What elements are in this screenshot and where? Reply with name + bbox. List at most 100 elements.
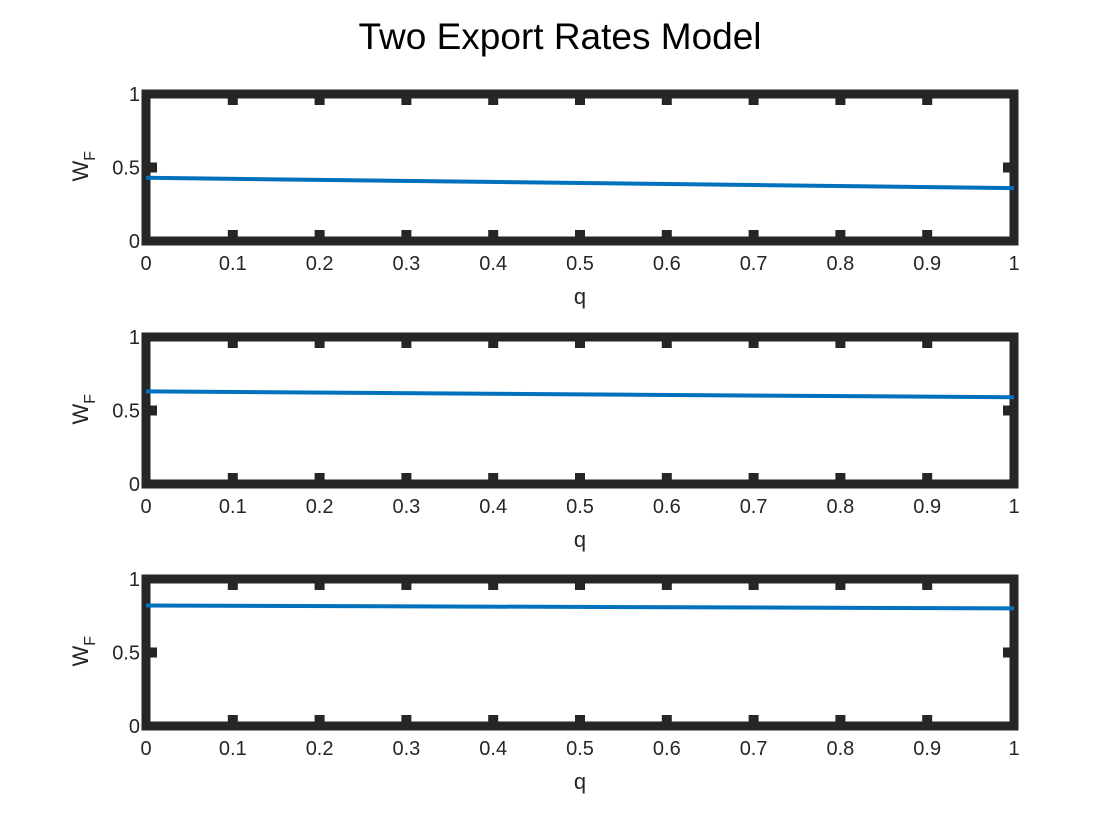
x-tick-label: 0 — [140, 496, 151, 518]
x-tick-mark — [922, 339, 933, 348]
x-tick-mark — [575, 230, 585, 239]
x-tick-mark — [314, 581, 325, 590]
x-tick-mark — [227, 339, 238, 348]
x-tick-label: 0.7 — [740, 738, 768, 760]
x-tick-mark — [575, 715, 585, 724]
x-tick-label: 0.3 — [392, 496, 420, 518]
x-tick-mark — [488, 473, 499, 482]
x-axis-label: q — [574, 284, 586, 309]
subplot-2: 0 0.1 0.2 0.3 0.4 0.5 0.6 0.7 0.8 0.9 1 0 0.5 1 q WF — [68, 327, 1020, 552]
x-tick-mark — [401, 339, 412, 348]
y-axis-label: WF — [68, 394, 99, 425]
x-tick-label: 0.8 — [826, 496, 854, 518]
x-tick-mark — [314, 339, 325, 348]
y-tick-label: 0 — [129, 474, 140, 496]
x-tick-mark — [922, 581, 933, 590]
x-tick-label: 0 — [140, 253, 151, 275]
x-tick-mark — [488, 230, 499, 239]
x-tick-mark — [488, 339, 499, 348]
x-tick-label: 0.1 — [219, 738, 247, 760]
x-tick-mark — [575, 96, 585, 105]
x-tick-mark — [314, 715, 325, 724]
x-tick-mark — [835, 230, 846, 239]
subplot-1: 0 0.1 0.2 0.3 0.4 0.5 0.6 0.7 0.8 0.9 1 0 0.5 1 q WF — [68, 84, 1020, 309]
axes-box — [141, 332, 1019, 489]
x-tick-label: 0.9 — [913, 496, 941, 518]
x-tick-label: 0.2 — [306, 496, 334, 518]
x-tick-mark — [748, 339, 759, 348]
x-tick-mark — [401, 473, 412, 482]
y-axis-label: WF — [68, 636, 99, 667]
x-tick-label: 0.4 — [479, 738, 507, 760]
chart-title: Two Export Rates Model — [358, 16, 762, 57]
axes-box — [141, 574, 1019, 731]
x-tick-mark — [227, 581, 238, 590]
x-tick-mark — [835, 715, 846, 724]
x-tick-label: 1 — [1008, 253, 1019, 275]
x-tick-mark — [922, 473, 933, 482]
x-tick-mark — [314, 473, 325, 482]
x-tick-label: 0.6 — [653, 253, 681, 275]
x-tick-label: 0.1 — [219, 496, 247, 518]
x-tick-mark — [661, 715, 672, 724]
x-tick-mark — [575, 339, 585, 348]
x-tick-mark — [227, 230, 238, 239]
x-tick-label: 0.1 — [219, 253, 247, 275]
x-tick-label: 0.7 — [740, 253, 768, 275]
series-line-1 — [145, 603, 1015, 611]
x-tick-label: 0.5 — [566, 738, 594, 760]
x-tick-mark — [227, 715, 238, 724]
x-tick-mark — [575, 581, 585, 590]
y-tick-label: 0.5 — [112, 158, 140, 180]
y-tick-label: 1 — [129, 84, 140, 106]
series-line-1 — [145, 389, 1015, 400]
x-tick-mark — [748, 581, 759, 590]
x-tick-label: 0.9 — [913, 738, 941, 760]
y-tick-mark — [148, 405, 157, 416]
x-tick-mark — [922, 96, 933, 105]
x-tick-label: 0.4 — [479, 253, 507, 275]
y-tick-mark — [148, 162, 157, 173]
x-tick-label: 0.2 — [306, 253, 334, 275]
x-tick-mark — [922, 230, 933, 239]
y-axis-label: WF — [68, 151, 99, 182]
x-tick-mark — [748, 473, 759, 482]
x-tick-mark — [227, 473, 238, 482]
x-tick-label: 0.5 — [566, 496, 594, 518]
x-tick-mark — [922, 715, 933, 724]
x-tick-label: 0.4 — [479, 496, 507, 518]
y-tick-label: 0 — [129, 231, 140, 253]
y-tick-label: 1 — [129, 569, 140, 591]
x-tick-mark — [661, 473, 672, 482]
x-tick-label: 0.3 — [392, 738, 420, 760]
x-tick-mark — [748, 230, 759, 239]
x-tick-mark — [227, 96, 238, 105]
x-tick-label: 0 — [140, 738, 151, 760]
x-axis-label: q — [574, 527, 586, 552]
x-tick-label: 0.8 — [826, 738, 854, 760]
x-tick-mark — [661, 96, 672, 105]
x-tick-label: 0.6 — [653, 738, 681, 760]
x-tick-mark — [488, 581, 499, 590]
x-tick-label: 0.6 — [653, 496, 681, 518]
x-tick-mark — [661, 581, 672, 590]
y-tick-label: 0.5 — [112, 643, 140, 665]
subplot-3: 0 0.1 0.2 0.3 0.4 0.5 0.6 0.7 0.8 0.9 1 0 0.5 1 q WF — [68, 569, 1020, 794]
x-tick-mark — [835, 339, 846, 348]
x-tick-mark — [835, 473, 846, 482]
x-tick-label: 0.8 — [826, 253, 854, 275]
x-tick-mark — [488, 715, 499, 724]
x-tick-mark — [661, 339, 672, 348]
x-tick-mark — [401, 230, 412, 239]
x-axis-label: q — [574, 769, 586, 794]
x-tick-mark — [314, 96, 325, 105]
y-tick-label: 1 — [129, 327, 140, 349]
x-tick-mark — [661, 230, 672, 239]
axes-box — [141, 89, 1019, 246]
series-line-1 — [145, 175, 1015, 191]
x-tick-mark — [401, 96, 412, 105]
y-tick-mark — [1003, 162, 1012, 173]
x-tick-label: 0.5 — [566, 253, 594, 275]
